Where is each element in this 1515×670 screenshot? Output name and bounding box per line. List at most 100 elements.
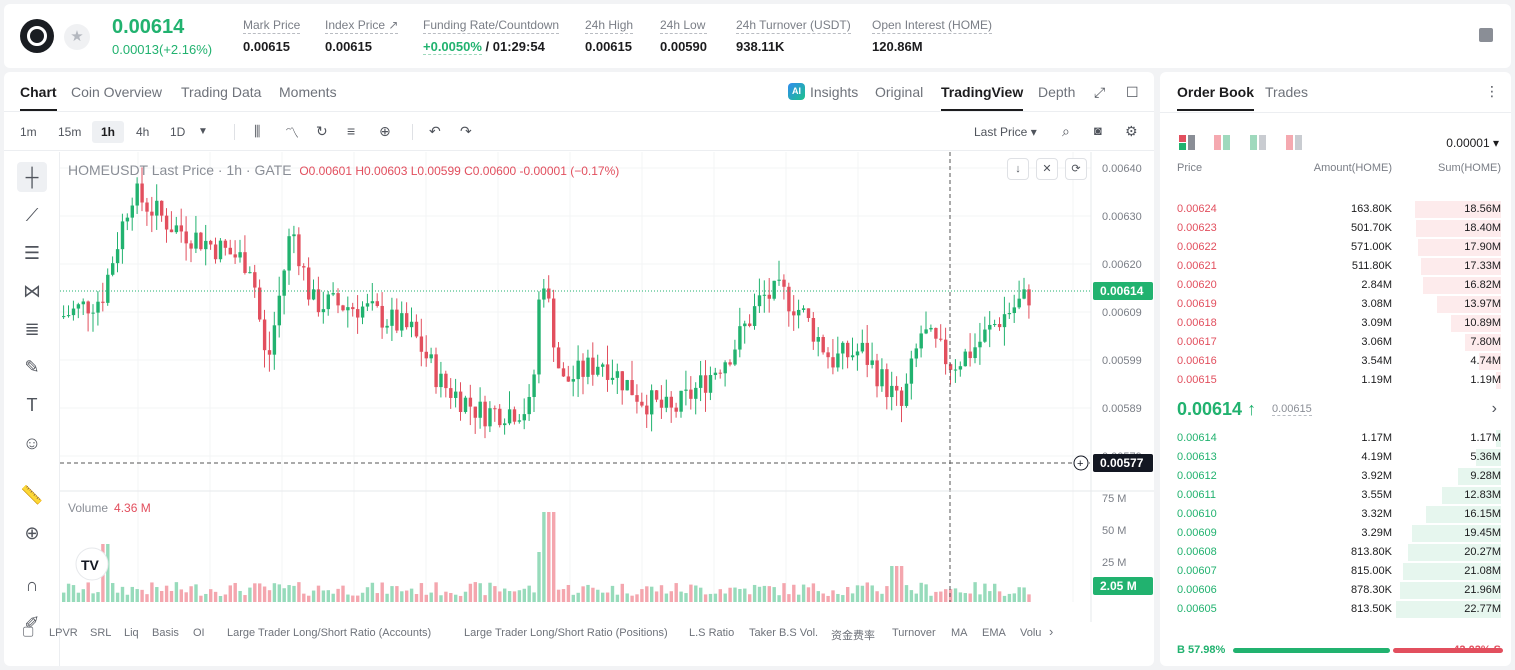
ask-row[interactable]: 0.00624 163.80K 18.56M — [1160, 200, 1511, 219]
bid-row[interactable]: 0.00613 4.19M 5.36M — [1160, 448, 1511, 467]
indicators-icon[interactable]: 〽 — [285, 125, 299, 141]
ask-row[interactable]: 0.00619 3.08M 13.97M — [1160, 295, 1511, 314]
ruler-icon[interactable]: 📏 — [20, 485, 44, 505]
crosshair-icon[interactable]: ┼ — [17, 162, 47, 192]
book-icon[interactable] — [1479, 28, 1493, 42]
tab-original[interactable]: Original — [875, 84, 924, 100]
view-both-icon[interactable] — [1179, 135, 1196, 150]
text-tool-icon[interactable]: T — [26, 395, 38, 415]
fib-icon[interactable]: ≣ — [24, 319, 40, 339]
indicator-srl[interactable]: SRL — [90, 627, 112, 639]
favorite-star-icon[interactable]: ★ — [64, 24, 90, 50]
volume-bar — [155, 587, 159, 602]
candlestick-chart[interactable]: 0.00640 0.00630 0.00620 0.00609 0.00599 0.005… — [60, 152, 1154, 622]
zoom-icon[interactable]: ⊕ — [24, 523, 40, 543]
bid-row[interactable]: 0.00612 3.92M 9.28M — [1160, 467, 1511, 486]
stat-open-interest[interactable]: Open Interest (HOME) 120.86M — [872, 18, 993, 54]
trendline-icon[interactable]: ⟋ — [25, 205, 39, 225]
stat-mark-price[interactable]: Mark Price 0.00615 — [243, 18, 301, 54]
refresh-icon[interactable]: ⟳ — [1065, 158, 1087, 180]
pattern-icon[interactable]: ⋈ — [23, 281, 41, 301]
stat-24h-turnover[interactable]: 24h Turnover (USDT) 938.11K — [736, 18, 851, 54]
tab-tradingview[interactable]: TradingView — [941, 84, 1024, 111]
collapse-icon[interactable]: ✕ — [1036, 158, 1058, 180]
horizontal-lines-icon[interactable]: ☰ — [23, 243, 41, 263]
timeframe-1d[interactable]: 1D — [170, 125, 186, 139]
redo-icon[interactable]: ↷ — [460, 123, 472, 139]
chevron-right-icon[interactable]: › — [1491, 400, 1497, 417]
window-icon[interactable]: ☐ — [1126, 84, 1139, 100]
bid-row[interactable]: 0.00610 3.32M 16.15M — [1160, 505, 1511, 524]
indicator-turnover[interactable]: Turnover — [892, 627, 936, 639]
indicator-ls-accounts[interactable]: Large Trader Long/Short Ratio (Accounts) — [227, 627, 432, 639]
tab-trades[interactable]: Trades — [1265, 84, 1309, 100]
candles-icon[interactable]: ⫼ — [254, 123, 261, 139]
emoji-icon[interactable]: ☺ — [22, 433, 42, 453]
tab-coin-overview[interactable]: Coin Overview — [71, 84, 163, 100]
templates-icon[interactable]: ≡ — [347, 123, 356, 139]
indicator-ls-positions[interactable]: Large Trader Long/Short Ratio (Positions… — [464, 627, 668, 639]
undo-icon[interactable]: ↶ — [429, 123, 441, 139]
bid-row[interactable]: 0.00605 813.50K 22.77M — [1160, 600, 1511, 619]
search-icon[interactable]: ⌕ — [1062, 123, 1070, 139]
tab-chart[interactable]: Chart — [20, 84, 57, 111]
ask-row[interactable]: 0.00618 3.09M 10.89M — [1160, 314, 1511, 333]
indicator-ls-ratio[interactable]: L.S Ratio — [689, 627, 735, 639]
timeframe-4h[interactable]: 4h — [136, 125, 150, 139]
stat-funding-rate[interactable]: Funding Rate/Countdown +0.0050% / 01:29:… — [423, 18, 560, 55]
indicator-liq[interactable]: Liq — [124, 627, 139, 639]
tab-moments[interactable]: Moments — [279, 84, 337, 100]
indicator-funding[interactable]: 资金费率 — [831, 630, 875, 642]
candle-body — [223, 240, 228, 248]
bid-row[interactable]: 0.00607 815.00K 21.08M — [1160, 562, 1511, 581]
expand-icon[interactable]: ⤢ — [1094, 84, 1106, 100]
view-asks-icon[interactable] — [1286, 135, 1303, 150]
magnet-icon[interactable]: ∩ — [25, 575, 39, 595]
indicator-oi[interactable]: OI — [193, 627, 205, 639]
ask-row[interactable]: 0.00615 1.19M 1.19M — [1160, 371, 1511, 390]
camera-icon[interactable]: ◙ — [1094, 123, 1102, 138]
tab-depth[interactable]: Depth — [1038, 84, 1076, 100]
brush-icon[interactable]: ✎ — [24, 357, 40, 377]
ask-row[interactable]: 0.00620 2.84M 16.82M — [1160, 276, 1511, 295]
candle-body — [762, 294, 767, 296]
bid-row[interactable]: 0.00608 813.80K 20.27M — [1160, 543, 1511, 562]
indicator-taker-vol[interactable]: Taker B.S Vol. — [749, 627, 819, 639]
view-split-icon[interactable] — [1214, 135, 1231, 150]
stat-index-price[interactable]: Index Price ↗ 0.00615 — [325, 18, 399, 54]
indicator-ma[interactable]: MA — [951, 627, 968, 639]
divider — [1160, 112, 1511, 113]
tab-insights[interactable]: Insights — [810, 84, 859, 100]
tab-order-book[interactable]: Order Book — [1177, 84, 1255, 111]
bid-row[interactable]: 0.00606 878.30K 21.96M — [1160, 581, 1511, 600]
more-menu-icon[interactable]: ⋮ — [1485, 83, 1499, 99]
indicator-volume[interactable]: Volu — [1020, 627, 1042, 639]
timeframe-1h[interactable]: 1h — [92, 121, 125, 143]
indicator-menu-icon[interactable]: ▢ — [22, 623, 35, 638]
add-alert-icon[interactable]: ⊕ — [379, 123, 391, 139]
precision-select[interactable]: 0.00001 ▾ — [1446, 136, 1499, 150]
timeframe-dropdown-icon[interactable]: ▼ — [198, 126, 208, 137]
ask-row[interactable]: 0.00617 3.06M 7.80M — [1160, 333, 1511, 352]
ask-row[interactable]: 0.00622 571.00K 17.90M — [1160, 238, 1511, 257]
ask-row[interactable]: 0.00616 3.54M 4.74M — [1160, 352, 1511, 371]
price-type-select[interactable]: Last Price ▾ — [974, 125, 1037, 139]
timeframe-15m[interactable]: 15m — [58, 125, 82, 139]
indicator-ema[interactable]: EMA — [982, 627, 1006, 639]
compare-icon[interactable]: ↻ — [316, 123, 328, 139]
bid-row[interactable]: 0.00611 3.55M 12.83M — [1160, 486, 1511, 505]
ask-row[interactable]: 0.00623 501.70K 18.40M — [1160, 219, 1511, 238]
settings-gear-icon[interactable]: ⚙ — [1125, 123, 1138, 139]
view-bids-icon[interactable] — [1250, 135, 1267, 150]
ask-row[interactable]: 0.00621 511.80K 17.33M — [1160, 257, 1511, 276]
indicator-basis[interactable]: Basis — [152, 627, 179, 639]
scroll-down-icon[interactable]: ↓ — [1007, 158, 1029, 180]
timeframe-1m[interactable]: 1m — [20, 125, 37, 139]
bid-row[interactable]: 0.00609 3.29M 19.45M — [1160, 524, 1511, 543]
indicator-lpvr[interactable]: LPVR — [49, 627, 78, 639]
pencil-icon[interactable]: ✐ — [24, 613, 40, 633]
tab-trading-data[interactable]: Trading Data — [181, 84, 262, 100]
candle-body — [650, 390, 654, 415]
bid-row[interactable]: 0.00614 1.17M 1.17M — [1160, 429, 1511, 448]
chevron-right-icon[interactable]: › — [1049, 624, 1054, 639]
